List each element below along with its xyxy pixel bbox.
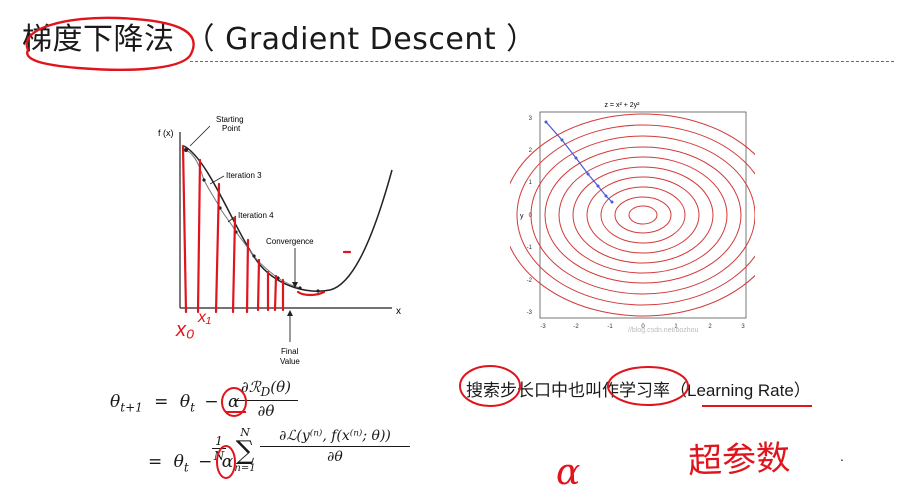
slide-title: 梯度下降法 （ Gradient Descent ） <box>22 22 537 57</box>
ink-x1: x₁ <box>197 309 211 326</box>
function-curve <box>183 145 393 292</box>
alpha-symbol: α <box>227 392 240 412</box>
contour-frame <box>539 111 747 319</box>
svg-text:-3: -3 <box>527 310 533 316</box>
contour-watermark: //blog.csdn.net/bozhou <box>628 327 699 334</box>
svg-text:1: 1 <box>674 324 678 330</box>
svg-text:-1: -1 <box>527 245 533 251</box>
label-starting-point-2: Point <box>222 124 241 133</box>
label-convergence: Convergence <box>266 237 314 246</box>
note-ink-marks <box>459 365 812 407</box>
step-markers <box>184 148 320 293</box>
fraction-loss: ∂ℒ(y⁽ⁿ⁾, f(x⁽ⁿ⁾; θ)) ∂θ <box>260 428 410 465</box>
svg-text:-2: -2 <box>527 278 533 284</box>
starting-point-pointer <box>189 125 211 147</box>
ink-hyperparameter: 超参数 <box>687 438 791 482</box>
label-final-value-1: Final <box>281 347 299 356</box>
title-ink-ellipse <box>25 16 195 71</box>
iteration-step <box>235 231 255 257</box>
contour-title: z = x² + 2y² <box>604 102 640 109</box>
svg-text:0: 0 <box>529 213 533 219</box>
label-starting-point-1: Starting <box>216 115 244 124</box>
contour-y-label: y <box>520 213 524 220</box>
svg-text:3: 3 <box>741 324 745 330</box>
svg-text:-1: -1 <box>607 324 613 330</box>
summation: N ∑ n=1 <box>234 426 256 474</box>
svg-text:2: 2 <box>708 324 712 330</box>
svg-text:2: 2 <box>529 148 533 154</box>
alpha-ink-circles <box>216 387 247 479</box>
svg-text:-2: -2 <box>573 324 579 330</box>
svg-text:-3: -3 <box>540 324 546 330</box>
update-rule-formula: θt+1 = θt − α ∂ℛD(θ) ∂θ = θt − α 1 N N ∑… <box>108 378 428 498</box>
ink-dot: . <box>840 448 844 464</box>
svg-text:3: 3 <box>529 116 533 122</box>
descent-path-points <box>544 120 614 204</box>
svg-text:1: 1 <box>529 180 533 186</box>
title-divider <box>190 61 894 62</box>
iteration-step <box>277 277 301 289</box>
label-iteration-4: Iteration 4 <box>238 211 274 220</box>
iteration-step <box>185 149 205 181</box>
contour-lines <box>510 113 755 317</box>
label-final-value-2: Value <box>280 357 300 366</box>
iteration-step <box>253 255 279 279</box>
svg-text:0: 0 <box>641 324 645 330</box>
label-iteration-3: Iteration 3 <box>226 171 262 180</box>
ink-annotations <box>181 144 352 314</box>
contour-x-ticks: -3 -2 -1 0 1 2 3 <box>540 324 745 330</box>
note-text-en: （Learning Rate） <box>670 381 811 400</box>
theta-lhs: θ <box>110 392 121 412</box>
diagram-x-label: x <box>396 306 401 317</box>
diagram-y-label: f (x) <box>158 128 174 138</box>
fraction-1: ∂ℛD(θ) ∂θ <box>234 378 298 420</box>
fraction-1-over-N: 1 N <box>212 434 226 463</box>
ink-alpha: α <box>556 452 581 493</box>
ink-x0: x₀ <box>175 319 194 341</box>
contour-y-ticks: 3 2 1 0 -1 -2 -3 <box>527 116 533 316</box>
contour-plot: z = x² + 2y² -3 -2 -1 0 1 2 3 3 2 1 0 -1 <box>510 96 755 341</box>
gradient-descent-diagram: f (x) x Starting Point Iteration 3 Itera… <box>158 115 401 366</box>
